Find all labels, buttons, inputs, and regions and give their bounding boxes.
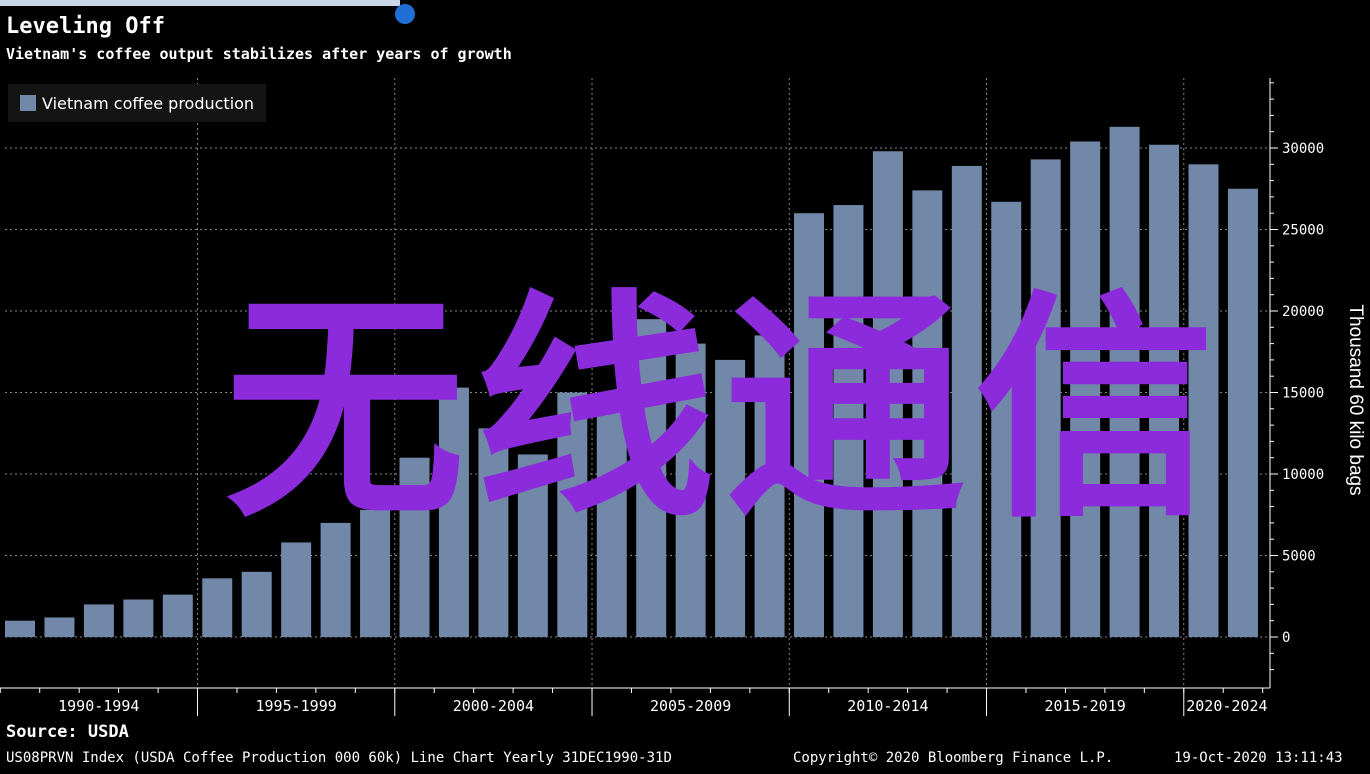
x-axis: 1990-1994 1995-1999 2000-2004 2005-2009 2010… xyxy=(0,687,1270,716)
bar xyxy=(636,319,667,637)
x-tick-label: 1995-1999 xyxy=(256,697,337,715)
bar xyxy=(438,387,469,637)
x-tick-label: 2020-2024 xyxy=(1186,697,1267,715)
footer-index: US08PRVN Index (USDA Coffee Production 0… xyxy=(6,750,672,766)
bar xyxy=(1070,141,1101,638)
top-strip xyxy=(0,0,400,6)
bar xyxy=(1227,188,1258,637)
x-tick-label: 2000-2004 xyxy=(453,697,534,715)
grid-lines xyxy=(5,78,1270,688)
bar xyxy=(1188,164,1219,638)
bar xyxy=(241,571,272,637)
bar xyxy=(1109,126,1140,637)
bar xyxy=(320,522,351,637)
y-tick-label: 15000 xyxy=(1282,386,1324,402)
y-tick-label: 30000 xyxy=(1282,141,1324,157)
y-tick-label: 10000 xyxy=(1282,467,1324,483)
chart-title: Leveling Off xyxy=(6,14,165,39)
chart-subtitle: Vietnam's coffee output stabilizes after… xyxy=(6,45,512,63)
drag-handle-icon[interactable] xyxy=(395,4,415,24)
bar xyxy=(715,359,746,637)
bar xyxy=(951,165,982,637)
bar xyxy=(44,617,75,637)
y-tick-label: 0 xyxy=(1282,630,1290,646)
y-tick-label: 20000 xyxy=(1282,304,1324,320)
bar xyxy=(5,620,35,637)
x-tick-label: 2015-2019 xyxy=(1045,697,1126,715)
bar xyxy=(202,578,233,637)
bar xyxy=(1149,144,1180,638)
bar xyxy=(1030,159,1061,637)
bar xyxy=(754,335,785,637)
y-axis-label: Thousand 60 kilo bags xyxy=(1345,304,1366,495)
legend-swatch xyxy=(20,95,36,111)
bars xyxy=(5,126,1258,638)
bar xyxy=(872,151,903,637)
bar xyxy=(794,213,824,637)
x-tick-label: 2010-2014 xyxy=(847,697,928,715)
footer-timestamp: 19-Oct-2020 13:11:43 xyxy=(1174,750,1343,766)
x-tick-label: 2005-2009 xyxy=(650,697,731,715)
bar xyxy=(675,343,706,637)
y-tick-label: 25000 xyxy=(1282,223,1324,239)
bar xyxy=(833,205,864,638)
legend-label: Vietnam coffee production xyxy=(42,93,255,113)
bar xyxy=(557,392,588,637)
x-tick-label: 1990-1994 xyxy=(58,697,139,715)
y-axis: 0 5000 10000 15000 20000 25000 30000 xyxy=(1269,78,1324,688)
source-note: Source: USDA xyxy=(6,722,129,742)
bar xyxy=(162,594,193,637)
bar xyxy=(478,428,509,637)
bar xyxy=(596,408,627,637)
y-tick-label: 5000 xyxy=(1282,549,1316,565)
bar xyxy=(123,599,154,637)
bar xyxy=(517,454,548,637)
bar xyxy=(281,542,312,637)
footer-copyright: Copyright© 2020 Bloomberg Finance L.P. xyxy=(793,750,1114,766)
chart-legend: Vietnam coffee production xyxy=(8,84,267,122)
bar xyxy=(991,201,1022,638)
watermark-overlay: 无线通信 xyxy=(225,270,1226,550)
top-bar xyxy=(0,0,1370,24)
bar xyxy=(912,190,943,637)
bar xyxy=(399,457,430,637)
bar xyxy=(360,509,391,637)
bar xyxy=(83,604,114,637)
